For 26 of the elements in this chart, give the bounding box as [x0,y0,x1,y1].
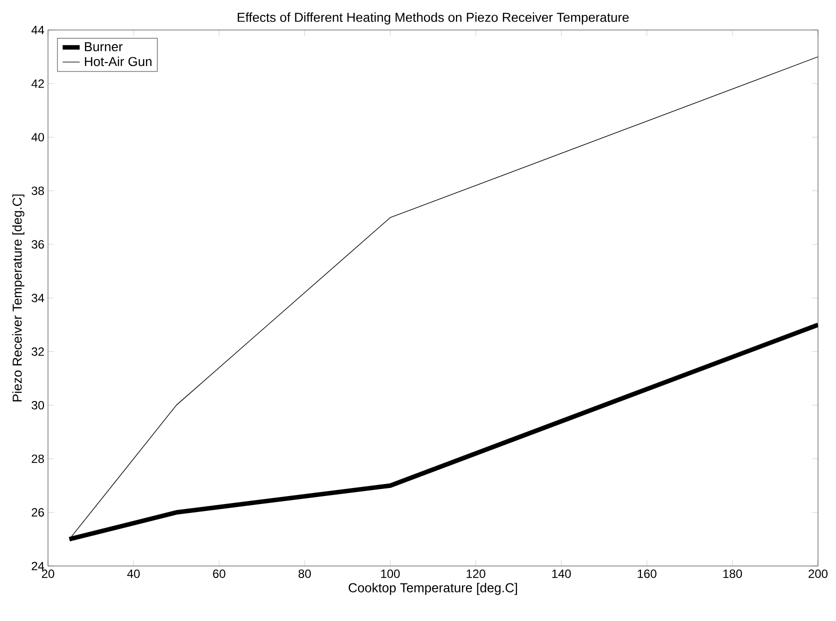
x-axis-title: Cooktop Temperature [deg.C] [348,582,517,595]
legend-label: Hot-Air Gun [84,56,152,66]
y-tick-label: 32 [32,347,44,356]
x-tick-label: 20 [42,570,54,578]
y-tick-label: 40 [31,132,44,142]
y-tick-label: 30 [32,400,44,410]
x-tick-label: 100 [381,570,400,578]
x-tick-label: 160 [638,570,656,578]
x-tick-label: 140 [552,570,571,578]
x-tick-label: 180 [723,570,742,578]
y-tick-label: 44 [31,26,44,34]
y-tick-label: 26 [32,508,44,517]
x-tick-label: 200 [808,570,828,578]
x-tick-label: 40 [127,570,140,578]
x-tick-label: 80 [298,570,311,578]
y-tick-label: 36 [32,240,44,249]
x-tick-label: 120 [466,570,486,578]
y-tick-label: 42 [31,79,44,88]
y-axis-title: Piezo Receiver Temperature [deg.C] [12,194,24,402]
y-tick-label: 28 [32,454,44,464]
chart-title: Effects of Different Heating Methods on Piezo Receiver Temperature [238,12,629,24]
x-tick-label: 60 [213,570,226,578]
y-tick-label: 34 [32,294,44,302]
y-tick-label: 24 [32,562,44,570]
y-tick-label: 38 [32,186,44,196]
legend-label: Burner [84,42,123,52]
